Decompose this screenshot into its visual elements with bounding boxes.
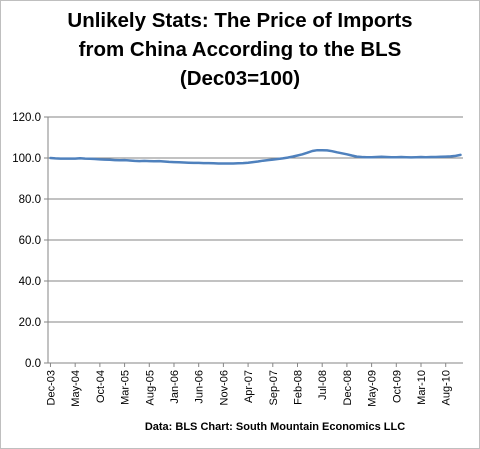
chart-source-note: Data: BLS Chart: South Mountain Economic… bbox=[144, 421, 406, 433]
x-tick-label: Aug-10 bbox=[441, 370, 453, 405]
x-tick-label: Sep-07 bbox=[268, 370, 280, 405]
x-tick-label: Oct-04 bbox=[95, 370, 107, 403]
x-tick-label: May-09 bbox=[367, 370, 379, 407]
y-tick-label: 120.0 bbox=[12, 112, 41, 124]
y-tick-labels: 0.0 20.0 40.0 60.0 80.0 100.0 120.0 bbox=[12, 112, 41, 370]
y-tick-label: 20.0 bbox=[19, 317, 41, 329]
x-tick-label: Apr-07 bbox=[243, 370, 255, 403]
x-tick-label: May-04 bbox=[70, 370, 82, 407]
y-tick-label: 100.0 bbox=[12, 153, 41, 165]
y-tick-label: 80.0 bbox=[19, 194, 41, 206]
x-tick-label: Aug-05 bbox=[144, 370, 156, 405]
x-tick-label: Jan-06 bbox=[169, 370, 181, 404]
y-tick-label: 60.0 bbox=[19, 235, 41, 247]
x-tick-label: Dec-08 bbox=[342, 370, 354, 405]
gridlines bbox=[48, 116, 463, 323]
y-tick-label: 0.0 bbox=[25, 358, 41, 370]
chart-title-line-2: from China According to the BLS bbox=[78, 38, 402, 61]
y-tick-label: 40.0 bbox=[19, 276, 41, 288]
chart-title-line-3: (Dec03=100) bbox=[179, 67, 301, 90]
series-line bbox=[49, 148, 462, 165]
x-tick-label: Nov-06 bbox=[218, 370, 230, 405]
series bbox=[49, 148, 462, 165]
chart-title-line-1: Unlikely Stats: The Price of Imports bbox=[67, 9, 413, 32]
x-tick-label: Jun-06 bbox=[194, 370, 206, 404]
x-tick-label: Feb-08 bbox=[292, 370, 304, 405]
x-tick-label: Jul-08 bbox=[317, 370, 329, 400]
x-tick-label: Oct-09 bbox=[391, 370, 403, 403]
x-tick-label: Dec-03 bbox=[45, 370, 57, 405]
x-tick-label: Mar-10 bbox=[416, 370, 428, 405]
axes bbox=[44, 116, 463, 367]
x-tick-labels: Dec-03 May-04 Oct-04 Mar-05 Aug-05 Jan-06 Jun-… bbox=[45, 370, 452, 407]
chart-title: Unlikely Stats: The Price of Imports fro… bbox=[0, 6, 480, 93]
x-tick-label: Mar-05 bbox=[120, 370, 132, 405]
